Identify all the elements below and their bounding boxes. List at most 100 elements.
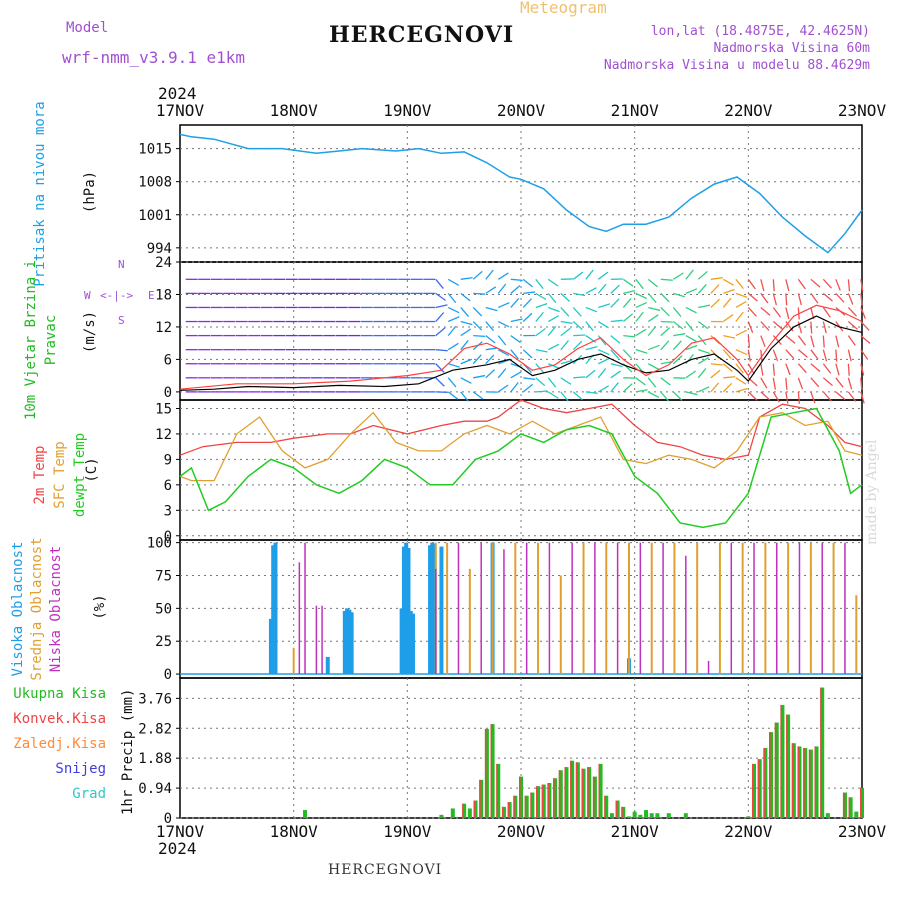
wind-barb — [747, 292, 758, 302]
wind-barb — [597, 335, 607, 346]
wind-barb — [735, 311, 744, 322]
precip-bar — [757, 759, 762, 818]
precip-bar — [570, 760, 575, 818]
wind-barb — [497, 368, 507, 379]
wind-barb — [660, 361, 673, 365]
wind-barb — [535, 327, 546, 337]
wind-barb — [747, 278, 756, 290]
wind-barb — [847, 335, 856, 346]
wind-barb — [460, 320, 473, 326]
precip-bar — [797, 746, 802, 818]
wind-barb — [810, 363, 821, 372]
wind-barb — [647, 314, 659, 323]
cloud-bar — [399, 608, 404, 675]
precip-conv-bar — [553, 778, 555, 818]
cloud-bar — [273, 542, 278, 675]
precip-bar — [632, 811, 637, 818]
wind-barb — [760, 363, 764, 376]
wind-barb — [572, 391, 583, 401]
precip-conv-bar — [541, 784, 544, 818]
y-tick-label: 12 — [155, 320, 172, 336]
cloud-bar — [491, 542, 494, 675]
wind-barb — [698, 386, 710, 393]
year-label-bottom: 2024 — [158, 839, 197, 858]
y-tick-label: 50 — [155, 601, 172, 617]
compass-rose-icon: <-|-> — [100, 289, 134, 302]
wind-barb — [610, 335, 621, 344]
wind-barb — [497, 272, 509, 280]
wind-barb — [847, 349, 852, 362]
wind-barb — [523, 377, 536, 381]
cloud-bar — [345, 608, 350, 675]
wind-barb — [597, 271, 609, 280]
cloud-bar — [298, 562, 301, 675]
precip-bar — [683, 813, 688, 818]
precip-bar — [803, 748, 808, 818]
wind-barb — [447, 342, 459, 351]
wind-barb — [722, 382, 733, 393]
precip-conv-bar — [490, 724, 493, 818]
precip-conv-bar — [615, 800, 618, 818]
wind-barb — [472, 354, 482, 365]
temp-sfc-line — [179, 411, 863, 482]
precip-conv-bar — [496, 763, 498, 818]
legend-hail: Grad — [72, 786, 106, 802]
wind-barb — [710, 382, 720, 393]
model-version: wrf-nmm_v3.9.1 e1km — [62, 48, 246, 67]
precip-bar — [860, 787, 864, 818]
wind-barb — [822, 391, 832, 402]
wind-barb — [697, 283, 707, 294]
wind-barb — [685, 269, 694, 280]
wind-barb — [735, 278, 744, 290]
cloud-bar — [406, 547, 411, 675]
wind-barb — [435, 327, 446, 337]
wind-barb — [723, 376, 736, 379]
wind-barb — [622, 278, 634, 287]
wind-barb — [485, 306, 498, 312]
wind-barb — [523, 291, 536, 295]
precip-conv-bar — [570, 760, 572, 818]
wind-barb — [573, 376, 586, 379]
wind-barb — [547, 391, 559, 399]
wind-barb — [510, 382, 519, 393]
precip-bar — [848, 797, 853, 818]
wind-barb — [460, 377, 472, 384]
wind-barb — [560, 292, 571, 302]
y-tick-label: 0 — [164, 529, 172, 545]
wind-barb — [585, 306, 598, 313]
wind-barb — [810, 335, 815, 348]
wind-barb — [747, 391, 758, 401]
cloud-bar — [468, 568, 471, 675]
cloud-bar — [696, 542, 699, 675]
wind-barb — [722, 349, 732, 360]
wind-barb — [610, 298, 620, 308]
wind-barb — [472, 321, 483, 331]
y-tick-label: 0 — [164, 385, 172, 401]
wind-barb — [785, 279, 790, 292]
wind-barb — [635, 377, 646, 386]
wind-barb — [473, 292, 486, 295]
wind-barb — [710, 335, 720, 345]
wind-barb — [735, 329, 747, 337]
wind-speed-line — [179, 315, 863, 391]
y-tick-label: 994 — [147, 241, 172, 257]
wind-barb — [585, 391, 598, 395]
wind-barb — [435, 292, 446, 301]
wind-barb — [747, 321, 754, 333]
wind-barb — [835, 363, 840, 376]
wind-barb — [735, 349, 748, 356]
wind-barb — [772, 363, 776, 376]
cloud-bar — [268, 618, 273, 675]
precip-conv-bar — [536, 786, 538, 818]
wind-barb — [797, 278, 806, 290]
wind-barb — [447, 306, 460, 314]
x-tick-label-top: 20NOV — [497, 101, 546, 120]
wind-barb — [822, 335, 825, 348]
footer-title: HERCEGNOVI — [328, 862, 443, 878]
wind-barb — [847, 363, 850, 376]
x-tick-label-bottom: 19NOV — [383, 822, 432, 841]
wind-barb — [460, 391, 469, 402]
cloud-bar — [401, 546, 406, 675]
wind-barb — [822, 307, 831, 318]
cloud-bar — [571, 542, 573, 675]
